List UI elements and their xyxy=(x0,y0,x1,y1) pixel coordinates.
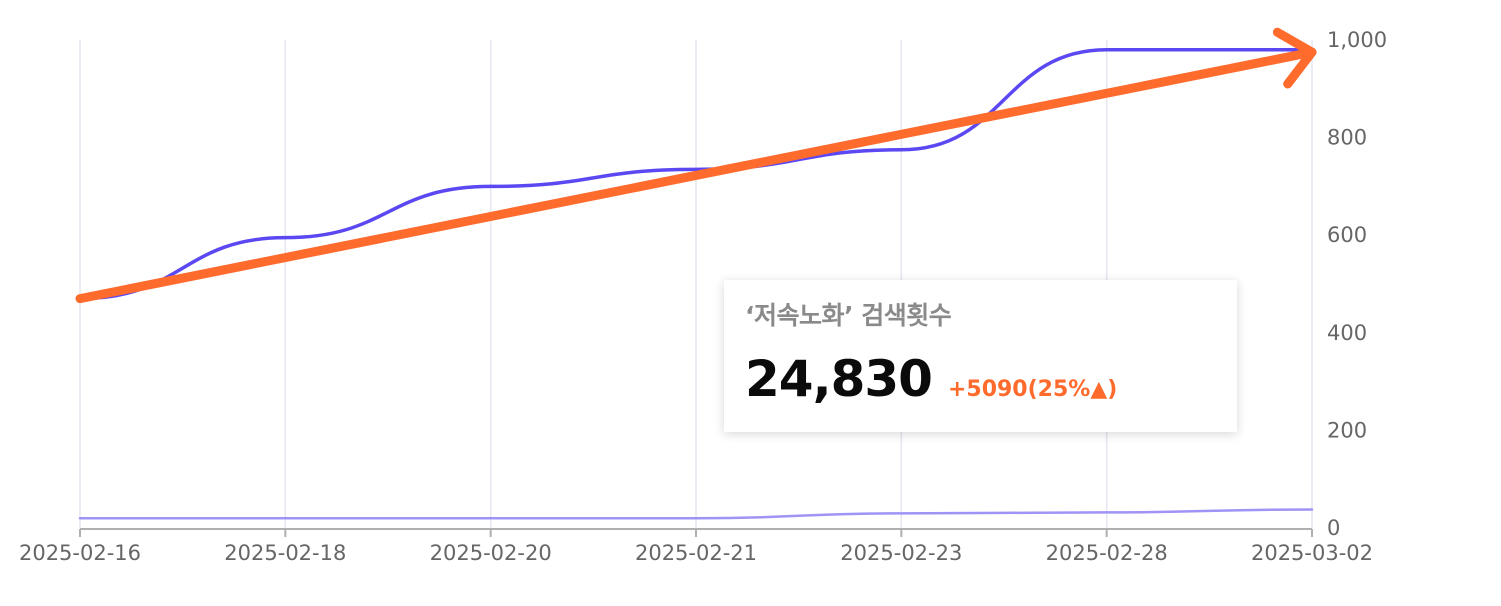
series-line-2 xyxy=(78,508,1314,520)
trend-arrow xyxy=(75,27,1317,304)
tooltip-value: 24,830 xyxy=(745,350,933,408)
series-line-1 xyxy=(78,48,1314,301)
x-tick-label: 2025-02-16 xyxy=(19,541,141,565)
x-tick-label: 2025-02-28 xyxy=(1046,541,1168,565)
y-tick-label: 0 xyxy=(1327,516,1340,540)
tooltip-change: +5090(25%▲) xyxy=(947,377,1118,402)
x-tick-label: 2025-02-21 xyxy=(635,541,757,565)
x-tick-label: 2025-02-20 xyxy=(430,541,552,565)
x-tick-label: 2025-02-23 xyxy=(840,541,962,565)
axes: 2025-02-16 2025-02-18 2025-02-20 2025-02-21… xyxy=(19,28,1387,565)
y-tick-label: 1,000 xyxy=(1327,28,1387,52)
trend-arrow-shaft xyxy=(75,47,1317,304)
y-tick-label: 600 xyxy=(1327,223,1367,247)
tooltip-card: ‘저속노화’ 검색횟수 24,830 +5090(25%▲) xyxy=(724,280,1237,432)
x-tick-label: 2025-02-18 xyxy=(224,541,346,565)
tooltip-value-row: 24,830 +5090(25%▲) xyxy=(745,350,1237,408)
y-tick-label: 400 xyxy=(1327,321,1367,345)
y-tick-label: 800 xyxy=(1327,126,1367,150)
trend-arrow-head xyxy=(1272,27,1317,89)
tooltip-title: ‘저속노화’ 검색횟수 xyxy=(745,301,952,330)
series-layer xyxy=(78,48,1314,520)
y-tick-label: 200 xyxy=(1327,418,1367,442)
x-tick-label: 2025-03-02 xyxy=(1251,541,1373,565)
